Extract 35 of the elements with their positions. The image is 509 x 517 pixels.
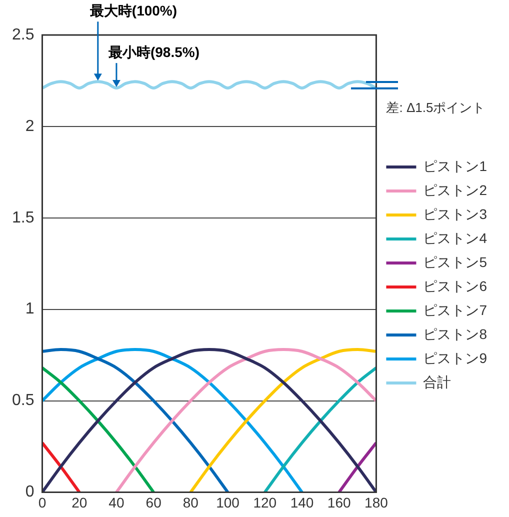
line-series (42, 348, 304, 492)
legend-label: ピストン7 (423, 302, 488, 318)
y-tick-label: 0.5 (12, 392, 34, 410)
x-tick-label: 120 (253, 494, 277, 510)
annotation: 最小時(98.5%) (107, 44, 200, 60)
x-tick-label: 60 (146, 494, 162, 510)
x-tick-label: 100 (216, 494, 240, 510)
x-tick-label: 0 (38, 494, 46, 510)
y-tick-label: 2 (25, 118, 34, 135)
line-series (114, 348, 376, 492)
line-series (42, 348, 230, 492)
legend-label: ピストン3 (423, 206, 488, 222)
legend-label: ピストン2 (423, 182, 488, 198)
line-series (42, 348, 376, 492)
legend-label: ピストン1 (423, 158, 488, 174)
y-tick-label: 1.5 (12, 209, 34, 226)
x-tick-label: 140 (290, 494, 314, 510)
x-tick-label: 40 (108, 494, 124, 510)
x-tick-label: 160 (327, 494, 351, 510)
legend-label: ピストン9 (423, 350, 488, 366)
y-tick-label: 2.5 (12, 26, 34, 44)
annotation: 最大時(100%) (88, 2, 178, 19)
y-tick-label: 1 (25, 300, 34, 318)
x-tick-label: 20 (72, 494, 88, 510)
line-series (189, 348, 376, 492)
line-series (263, 366, 376, 492)
legend-label: ピストン8 (423, 326, 488, 342)
legend-label: ピストン6 (423, 278, 488, 294)
x-tick-label: 80 (182, 494, 199, 510)
legend-label: ピストン4 (423, 230, 488, 246)
legend-label: 合計 (423, 374, 452, 390)
legend-label: ピストン5 (423, 254, 488, 270)
annotation: 差: Δ1.5ポイント (386, 100, 486, 116)
line-series (42, 366, 156, 492)
x-tick-label: 180 (364, 494, 388, 510)
